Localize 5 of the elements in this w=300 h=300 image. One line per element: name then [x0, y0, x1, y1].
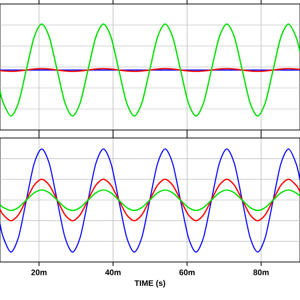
x-tick-label: 40m — [105, 270, 121, 276]
x-axis-title: TIME (s) — [134, 280, 166, 288]
x-tick-label: 60m — [179, 270, 195, 276]
x-tick-label: 80m — [253, 270, 269, 276]
x-tick-label: 20m — [31, 270, 47, 276]
